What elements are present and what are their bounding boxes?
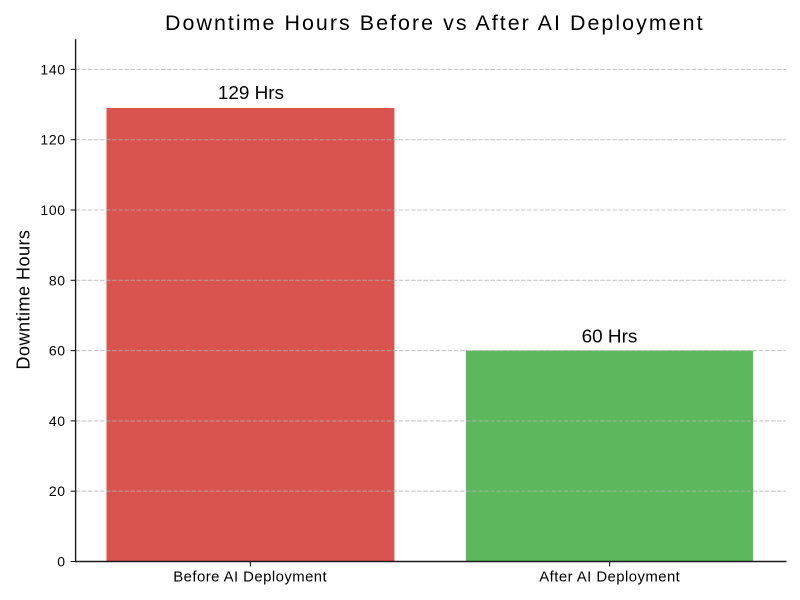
svg-text:20: 20 xyxy=(49,483,66,499)
svg-text:140: 140 xyxy=(40,61,65,77)
svg-text:80: 80 xyxy=(49,272,66,288)
svg-text:40: 40 xyxy=(49,413,66,429)
svg-text:Before AI Deployment: Before AI Deployment xyxy=(173,570,327,586)
svg-text:129 Hrs: 129 Hrs xyxy=(218,83,284,104)
svg-text:60 Hrs: 60 Hrs xyxy=(582,326,638,347)
svg-text:Downtime Hours: Downtime Hours xyxy=(13,230,33,370)
svg-text:Downtime Hours Before vs After: Downtime Hours Before vs After AI Deploy… xyxy=(165,11,705,35)
svg-text:60: 60 xyxy=(49,343,66,359)
svg-text:100: 100 xyxy=(40,202,65,218)
svg-text:After AI Deployment: After AI Deployment xyxy=(539,570,680,586)
svg-text:120: 120 xyxy=(40,132,65,148)
svg-text:0: 0 xyxy=(57,554,66,570)
